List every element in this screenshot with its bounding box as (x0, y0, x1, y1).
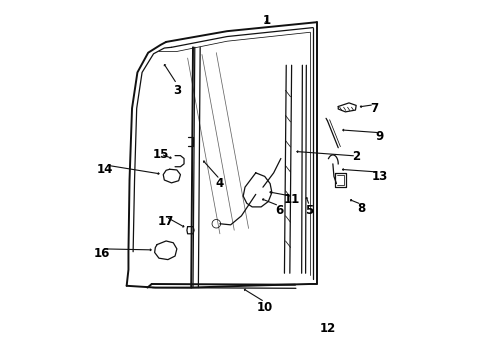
Text: 9: 9 (375, 130, 384, 144)
Text: 7: 7 (370, 102, 378, 115)
Text: 12: 12 (319, 322, 336, 335)
Text: 17: 17 (158, 215, 174, 228)
Text: 4: 4 (216, 177, 224, 190)
Text: 3: 3 (173, 84, 181, 97)
Text: 1: 1 (263, 14, 270, 27)
Text: 16: 16 (94, 247, 110, 260)
Text: 10: 10 (257, 301, 273, 314)
Text: 15: 15 (152, 148, 169, 161)
Text: 13: 13 (371, 170, 388, 183)
Text: 14: 14 (97, 163, 113, 176)
Text: 8: 8 (357, 202, 366, 215)
Text: 11: 11 (284, 193, 300, 206)
Text: 6: 6 (275, 204, 283, 217)
Text: 2: 2 (352, 150, 360, 163)
Text: 5: 5 (305, 204, 314, 217)
